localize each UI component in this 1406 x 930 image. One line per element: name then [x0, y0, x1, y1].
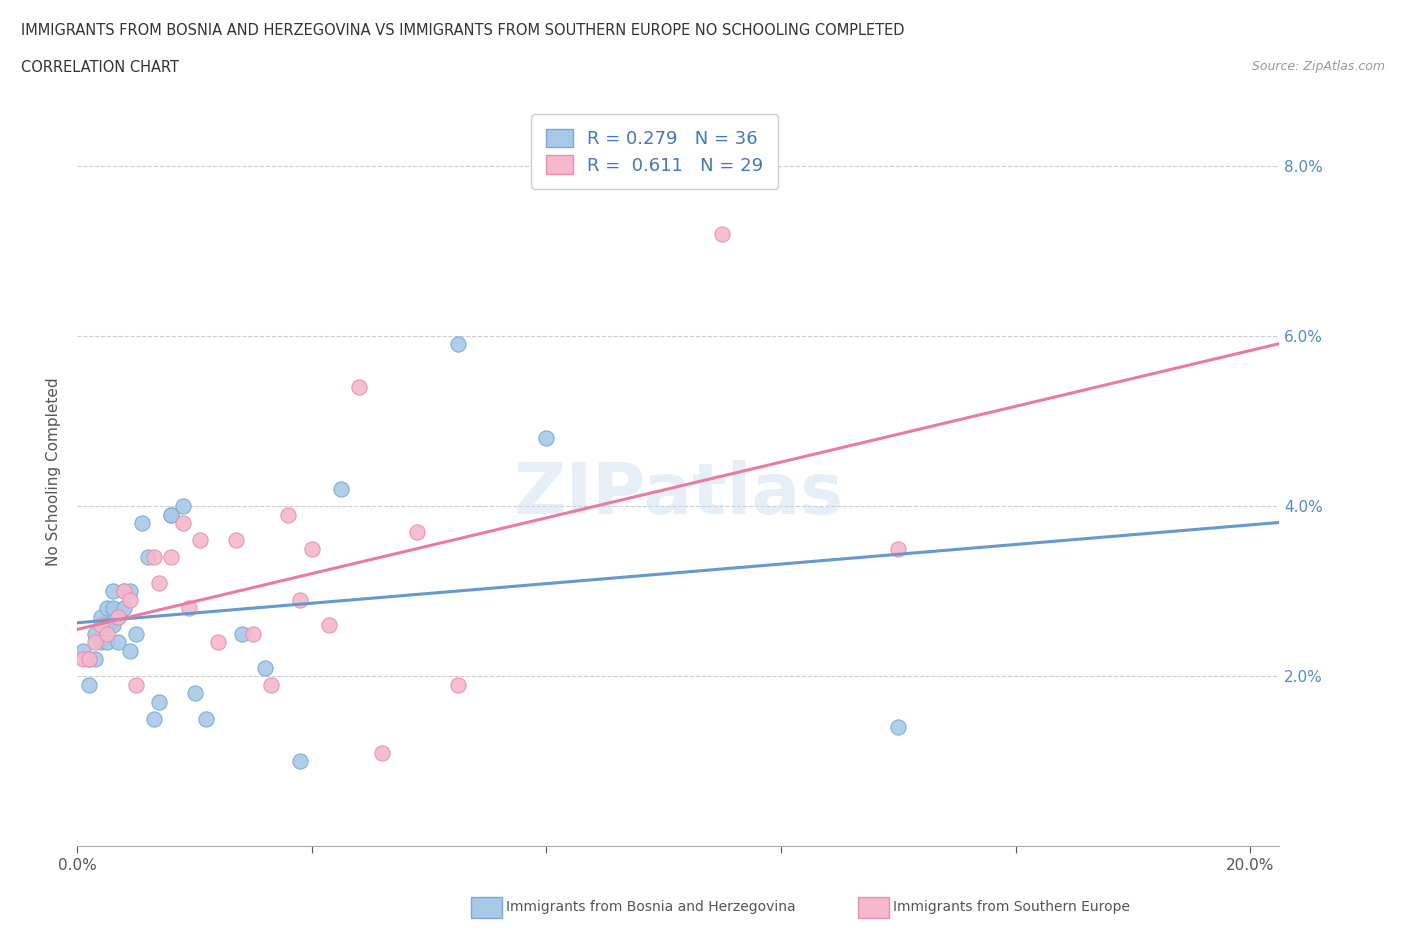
Point	[887, 720, 910, 735]
Point	[112, 584, 135, 599]
Point	[77, 677, 100, 692]
Point	[183, 685, 205, 700]
Point	[72, 652, 94, 667]
Legend: R = 0.279   N = 36, R =  0.611   N = 29: R = 0.279 N = 36, R = 0.611 N = 29	[531, 114, 778, 189]
Point	[96, 634, 118, 649]
Point	[72, 644, 94, 658]
Point	[136, 550, 159, 565]
Point	[90, 609, 112, 624]
Point	[90, 634, 112, 649]
Point	[84, 626, 107, 641]
Text: ZIPatlas: ZIPatlas	[513, 460, 844, 529]
Point	[160, 507, 183, 522]
Point	[90, 618, 112, 632]
Point	[96, 626, 118, 641]
Point	[84, 652, 107, 667]
Point	[447, 677, 470, 692]
Point	[371, 745, 394, 760]
Point	[330, 482, 353, 497]
Point	[301, 541, 323, 556]
Point	[120, 644, 142, 658]
Text: Immigrants from Bosnia and Herzegovina: Immigrants from Bosnia and Herzegovina	[506, 899, 796, 914]
Point	[131, 515, 153, 530]
Text: CORRELATION CHART: CORRELATION CHART	[21, 60, 179, 75]
Point	[406, 525, 429, 539]
Y-axis label: No Schooling Completed: No Schooling Completed	[46, 378, 62, 566]
Point	[120, 592, 142, 607]
Point	[125, 677, 148, 692]
Point	[172, 498, 194, 513]
Point	[288, 592, 311, 607]
Point	[112, 601, 135, 616]
Point	[77, 652, 100, 667]
Text: Source: ZipAtlas.com: Source: ZipAtlas.com	[1251, 60, 1385, 73]
Point	[288, 754, 311, 769]
Point	[277, 507, 299, 522]
Point	[231, 626, 253, 641]
Point	[148, 575, 170, 590]
Point	[253, 660, 276, 675]
Point	[101, 601, 124, 616]
Point	[120, 584, 142, 599]
Point	[142, 711, 165, 726]
Point	[318, 618, 340, 632]
Point	[260, 677, 283, 692]
Point	[107, 609, 129, 624]
Point	[77, 652, 100, 667]
Text: IMMIGRANTS FROM BOSNIA AND HERZEGOVINA VS IMMIGRANTS FROM SOUTHERN EUROPE NO SCH: IMMIGRANTS FROM BOSNIA AND HERZEGOVINA V…	[21, 23, 904, 38]
Point	[242, 626, 264, 641]
Point	[84, 634, 107, 649]
Point	[536, 431, 558, 445]
Point	[101, 584, 124, 599]
Point	[148, 694, 170, 709]
Point	[190, 533, 212, 548]
Point	[96, 601, 118, 616]
Point	[107, 609, 129, 624]
Point	[447, 337, 470, 352]
Point	[172, 515, 194, 530]
Point	[195, 711, 218, 726]
Point	[160, 507, 183, 522]
Point	[177, 601, 200, 616]
Point	[96, 618, 118, 632]
Point	[107, 634, 129, 649]
Point	[112, 584, 135, 599]
Text: Immigrants from Southern Europe: Immigrants from Southern Europe	[893, 899, 1130, 914]
Point	[711, 226, 734, 241]
Point	[160, 550, 183, 565]
Point	[887, 541, 910, 556]
Point	[142, 550, 165, 565]
Point	[347, 379, 370, 394]
Point	[101, 618, 124, 632]
Point	[207, 634, 229, 649]
Point	[225, 533, 247, 548]
Point	[125, 626, 148, 641]
